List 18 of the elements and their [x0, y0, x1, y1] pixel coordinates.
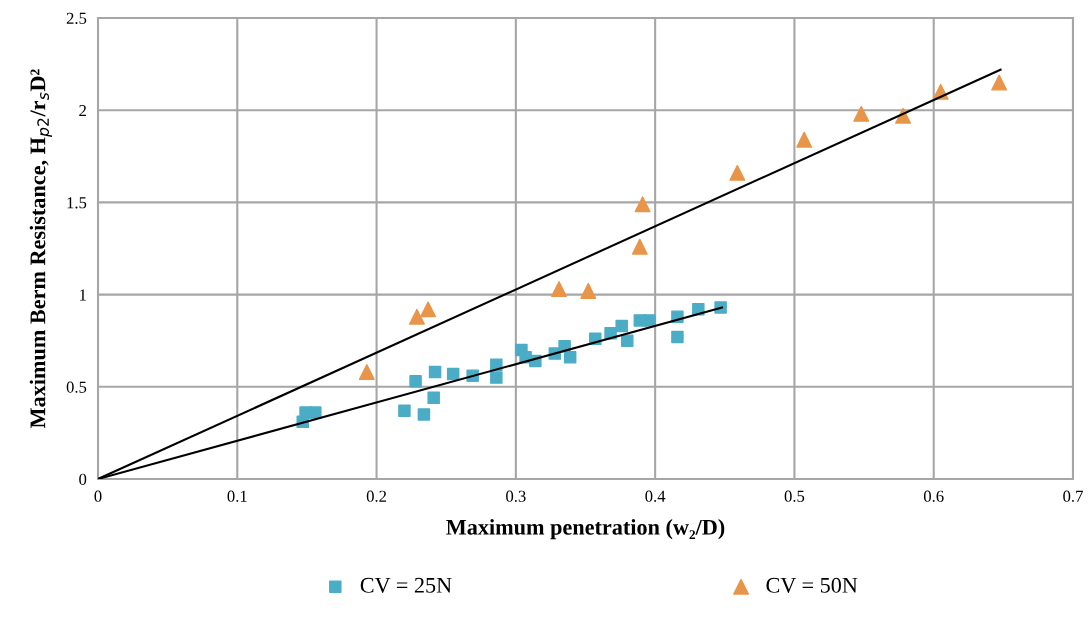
x-tick-label: 0.3: [506, 490, 526, 502]
y-tick-label: 2.5: [66, 12, 87, 25]
x-tick-label: 0.5: [784, 490, 805, 502]
x-tick-label: 0: [94, 490, 102, 502]
y-tick-label: 2: [79, 104, 86, 116]
y-tick-label: 0.5: [66, 381, 87, 393]
x-tick-label: 0.2: [366, 490, 387, 502]
x-axis-title: Maximum penetration (w₂/D): [446, 519, 725, 540]
y-axis-title: Maximum Berm Resistance, H$_{p2}$/r$_{s}$D²: [29, 69, 53, 429]
y-tick-label: 1: [80, 289, 86, 301]
y-tick-label: 1.5: [67, 197, 87, 209]
x-tick-label: 0.7: [1063, 490, 1083, 502]
legend-label: CV = 50N: [766, 577, 858, 593]
x-tick-label: 0.4: [645, 490, 666, 502]
y-tick-label: 0: [79, 473, 87, 485]
x-tick-label: 0.1: [227, 490, 247, 502]
legend-label: CV = 25N: [360, 577, 452, 593]
x-tick-label: 0.6: [923, 490, 944, 502]
